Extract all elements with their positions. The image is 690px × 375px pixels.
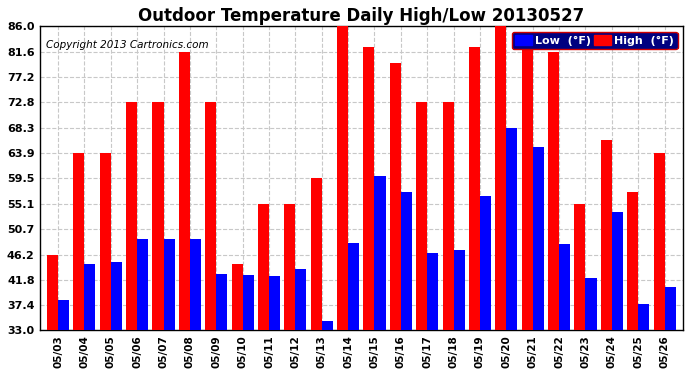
Bar xyxy=(164,239,175,330)
Bar xyxy=(179,52,190,330)
Bar xyxy=(243,275,254,330)
Bar xyxy=(548,52,559,330)
Bar xyxy=(216,274,227,330)
Bar xyxy=(416,102,427,330)
Bar xyxy=(99,153,111,330)
Text: Copyright 2013 Cartronics.com: Copyright 2013 Cartronics.com xyxy=(46,40,208,50)
Title: Outdoor Temperature Daily High/Low 20130527: Outdoor Temperature Daily High/Low 20130… xyxy=(138,7,584,25)
Bar xyxy=(111,261,122,330)
Bar xyxy=(47,255,58,330)
Legend: Low  (°F), High  (°F): Low (°F), High (°F) xyxy=(511,32,678,50)
Bar xyxy=(559,244,570,330)
Bar xyxy=(190,239,201,330)
Bar xyxy=(401,192,412,330)
Bar xyxy=(126,102,137,330)
Bar xyxy=(73,153,84,330)
Bar xyxy=(638,304,649,330)
Bar xyxy=(337,27,348,330)
Bar xyxy=(284,204,295,330)
Bar xyxy=(664,287,676,330)
Bar xyxy=(348,243,359,330)
Bar xyxy=(390,63,401,330)
Bar xyxy=(310,178,322,330)
Bar xyxy=(469,47,480,330)
Bar xyxy=(653,153,664,330)
Bar xyxy=(601,140,612,330)
Bar xyxy=(364,47,375,330)
Bar xyxy=(137,239,148,330)
Bar xyxy=(453,250,464,330)
Bar xyxy=(375,176,386,330)
Bar xyxy=(232,264,243,330)
Bar xyxy=(612,212,623,330)
Bar xyxy=(586,278,597,330)
Bar xyxy=(258,204,269,330)
Bar xyxy=(322,321,333,330)
Bar xyxy=(442,102,453,330)
Bar xyxy=(495,27,506,330)
Bar xyxy=(533,147,544,330)
Bar xyxy=(574,204,586,330)
Bar xyxy=(269,276,280,330)
Bar xyxy=(480,196,491,330)
Bar xyxy=(205,102,216,330)
Bar xyxy=(522,47,533,330)
Bar xyxy=(84,264,95,330)
Bar xyxy=(427,253,438,330)
Bar xyxy=(152,102,164,330)
Bar xyxy=(58,300,69,330)
Bar xyxy=(627,192,638,330)
Bar xyxy=(295,269,306,330)
Bar xyxy=(506,128,518,330)
